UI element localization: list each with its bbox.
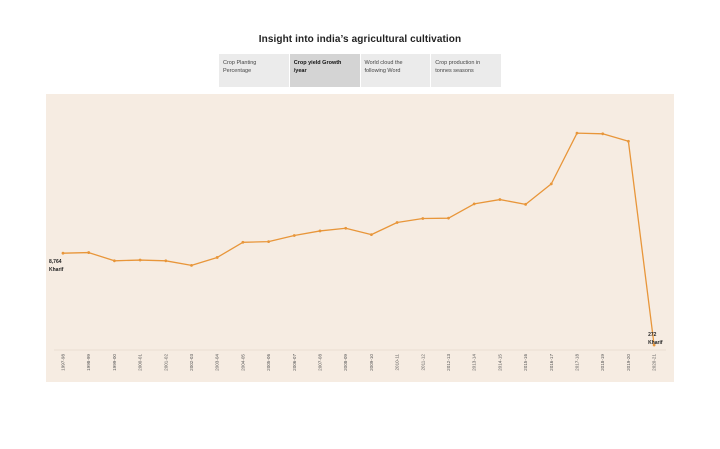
chart-area: 1997-98 1998-99 1999-00 2000-01 2001-02 2002-…: [46, 94, 674, 382]
x-tick-label: 2016-17: [549, 354, 554, 371]
x-tick-label: 2006-07: [292, 354, 297, 371]
annotation-value: 8,764: [49, 259, 62, 265]
data-point[interactable]: [267, 240, 270, 244]
x-tick-label: 1998-99: [86, 354, 91, 371]
tab-label-line2: Percentage: [223, 68, 252, 74]
data-point[interactable]: [421, 217, 425, 220]
x-tick-label: 2019-20: [626, 354, 631, 371]
data-point[interactable]: [370, 233, 373, 237]
tab-label-line1: Crop Planting: [223, 60, 257, 66]
data-point[interactable]: [601, 132, 605, 136]
view-tabs: Crop Planting Percentage Crop yield Grow…: [219, 54, 501, 87]
data-point[interactable]: [318, 229, 322, 233]
x-tick-label: 2007-08: [318, 354, 323, 371]
data-point[interactable]: [524, 202, 527, 206]
data-point[interactable]: [627, 139, 630, 143]
x-tick-label: 2000-01: [138, 354, 143, 371]
x-tick-label: 2015-16: [523, 354, 528, 371]
x-tick-label: 2018-19: [600, 354, 605, 371]
data-point[interactable]: [61, 251, 65, 255]
data-point[interactable]: [87, 251, 91, 254]
x-tick-label: 2001-02: [163, 354, 168, 371]
tab-crop-planting-percentage[interactable]: Crop Planting Percentage: [219, 54, 290, 87]
x-tick-label: 2020-21: [652, 354, 657, 371]
annotation-season: Kharif: [648, 340, 663, 346]
tab-label-line1: Crop yield Growth: [293, 60, 342, 66]
data-point[interactable]: [395, 221, 399, 224]
x-tick-label: 2008-09: [343, 354, 348, 371]
data-point[interactable]: [113, 259, 116, 263]
tab-label-line1: Crop production in: [435, 60, 481, 66]
x-tick-label: 2003-04: [215, 354, 220, 371]
x-tick-label: 2009-10: [369, 354, 374, 371]
data-point[interactable]: [164, 259, 168, 263]
data-point[interactable]: [447, 216, 450, 220]
data-point[interactable]: [652, 343, 656, 347]
data-point[interactable]: [549, 182, 553, 186]
data-point[interactable]: [241, 240, 245, 244]
data-point[interactable]: [138, 258, 142, 262]
tab-crop-yield-growth[interactable]: Crop yield Growth /year: [289, 54, 361, 87]
x-tick-label: 2017-18: [575, 354, 580, 371]
data-point[interactable]: [215, 256, 219, 259]
tab-label-line1: World cloud the: [364, 60, 403, 66]
series-line: [62, 132, 655, 346]
x-tick-label: 2013-14: [472, 354, 477, 371]
tab-label-line2: following Word: [364, 68, 401, 74]
tab-label-line2: tonnes seasons: [435, 68, 474, 74]
data-point[interactable]: [344, 226, 348, 230]
annotation-season: Kharif: [49, 267, 64, 273]
x-tick-label: 2004-05: [240, 354, 245, 371]
x-tick-label: 2011-12: [420, 354, 425, 371]
x-tick-label: 2002-03: [189, 354, 194, 371]
page-title: Insight into india’s agricultural cultiv…: [258, 34, 462, 45]
x-tick-label: 1999-00: [112, 354, 117, 371]
data-point[interactable]: [498, 198, 502, 201]
tab-crop-production-seasons[interactable]: Crop production in tonnes seasons: [431, 54, 501, 87]
tab-world-cloud[interactable]: World cloud the following Word: [361, 54, 432, 87]
x-tick-label: 2005-06: [266, 354, 271, 371]
data-point[interactable]: [292, 234, 296, 237]
data-point[interactable]: [575, 131, 579, 135]
x-tick-label: 1997-98: [61, 354, 66, 371]
tab-label-line2: /year: [293, 68, 307, 74]
x-tick-label: 2012-13: [446, 354, 451, 371]
line-chart: 1997-98 1998-99 1999-00 2000-01 2001-02 2002-…: [49, 131, 666, 371]
annotation-value: 272: [648, 332, 657, 338]
x-tick-label: 2010-11: [395, 354, 400, 371]
x-tick-label: 2014-15: [497, 354, 502, 371]
data-point[interactable]: [472, 202, 476, 206]
data-point[interactable]: [190, 263, 193, 267]
